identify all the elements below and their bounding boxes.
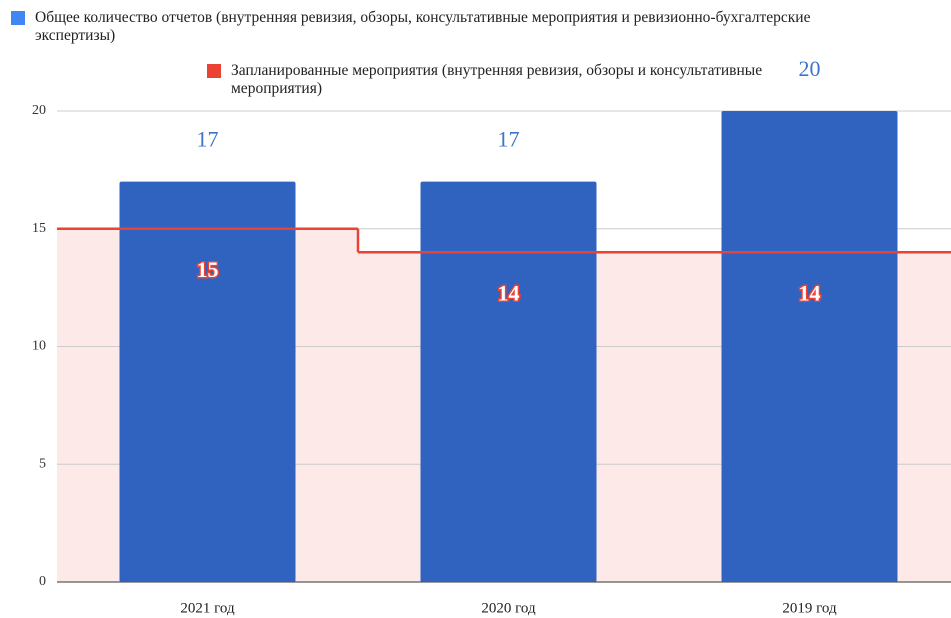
bar xyxy=(721,111,898,582)
bar xyxy=(420,181,597,582)
x-tick-label: 2021 год xyxy=(180,600,235,616)
y-tick-label: 10 xyxy=(32,339,46,354)
legend-item: Общее количество отчетов (внутренняя рев… xyxy=(11,9,811,45)
y-tick-label: 0 xyxy=(39,574,46,589)
legend-item: Запланированные мероприятия (внутренняя … xyxy=(207,62,767,98)
data-label: 17 xyxy=(498,127,520,152)
legend-label: Запланированные мероприятия (внутренняя … xyxy=(231,62,763,97)
x-tick-label: 2020 год xyxy=(481,600,536,616)
y-tick-label: 15 xyxy=(32,221,46,236)
legend-swatch xyxy=(207,64,221,78)
x-tick-label: 2019 год xyxy=(782,600,837,616)
legend-label: Общее количество отчетов (внутренняя рев… xyxy=(35,9,811,44)
data-label: 14 xyxy=(799,280,821,305)
legend-swatch xyxy=(11,11,25,25)
data-label: 17 xyxy=(197,127,219,152)
data-label: 14 xyxy=(498,280,520,305)
data-label: 20 xyxy=(799,56,821,81)
bar xyxy=(119,181,296,582)
y-tick-label: 5 xyxy=(39,456,46,471)
data-label: 15 xyxy=(197,257,219,282)
y-tick-label: 20 xyxy=(32,103,46,118)
